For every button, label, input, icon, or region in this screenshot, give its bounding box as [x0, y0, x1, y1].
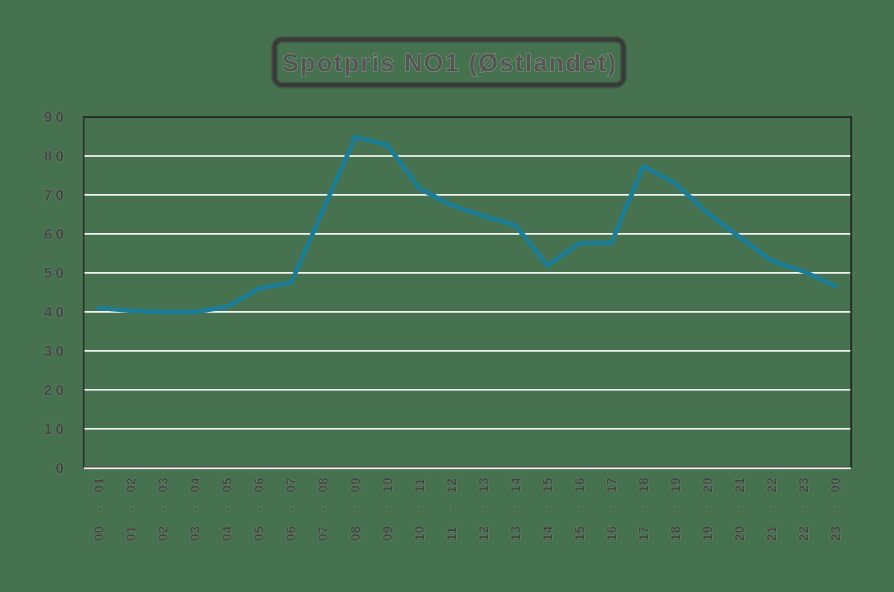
- svg-text:14 - 15: 14 - 15: [540, 477, 555, 541]
- svg-text:05 - 06: 05 - 06: [252, 477, 267, 541]
- svg-text:00 - 01: 00 - 01: [92, 477, 107, 541]
- svg-text:15 - 16: 15 - 16: [572, 477, 587, 541]
- svg-text:08 - 09: 08 - 09: [348, 477, 363, 541]
- svg-text:60: 60: [44, 226, 67, 243]
- svg-text:Spotpris NO1 (Østlandet): Spotpris NO1 (Østlandet): [282, 50, 616, 78]
- svg-text:23 - 00: 23 - 00: [828, 477, 843, 541]
- svg-text:19 - 20: 19 - 20: [700, 477, 715, 541]
- svg-text:20 - 21: 20 - 21: [732, 477, 747, 541]
- svg-text:10: 10: [44, 421, 67, 438]
- svg-text:40: 40: [44, 304, 67, 321]
- svg-text:80: 80: [44, 148, 67, 165]
- svg-text:10 - 11: 10 - 11: [412, 478, 427, 541]
- svg-text:0: 0: [55, 460, 67, 477]
- svg-text:20: 20: [44, 382, 67, 399]
- svg-text:04 - 05: 04 - 05: [220, 477, 235, 541]
- svg-text:16 - 17: 16 - 17: [604, 477, 619, 541]
- svg-text:17 - 18: 17 - 18: [636, 477, 651, 541]
- svg-text:03 - 04: 03 - 04: [188, 477, 203, 541]
- svg-text:21 - 22: 21 - 22: [764, 477, 779, 541]
- svg-text:01 - 02: 01 - 02: [124, 477, 139, 541]
- svg-text:13 - 14: 13 - 14: [508, 477, 523, 541]
- svg-text:90: 90: [44, 109, 67, 126]
- svg-text:11 - 12: 11 - 12: [444, 478, 459, 541]
- svg-text:07 - 08: 07 - 08: [316, 477, 331, 541]
- svg-text:06 - 07: 06 - 07: [284, 477, 299, 541]
- svg-text:30: 30: [44, 343, 67, 360]
- svg-text:70: 70: [44, 187, 67, 204]
- svg-text:12 - 13: 12 - 13: [476, 477, 491, 541]
- svg-text:50: 50: [44, 265, 67, 282]
- svg-text:18 - 19: 18 - 19: [668, 477, 683, 541]
- svg-text:22 - 23: 22 - 23: [796, 477, 811, 541]
- svg-text:02 - 03: 02 - 03: [156, 477, 171, 541]
- svg-text:09 - 10: 09 - 10: [380, 477, 395, 541]
